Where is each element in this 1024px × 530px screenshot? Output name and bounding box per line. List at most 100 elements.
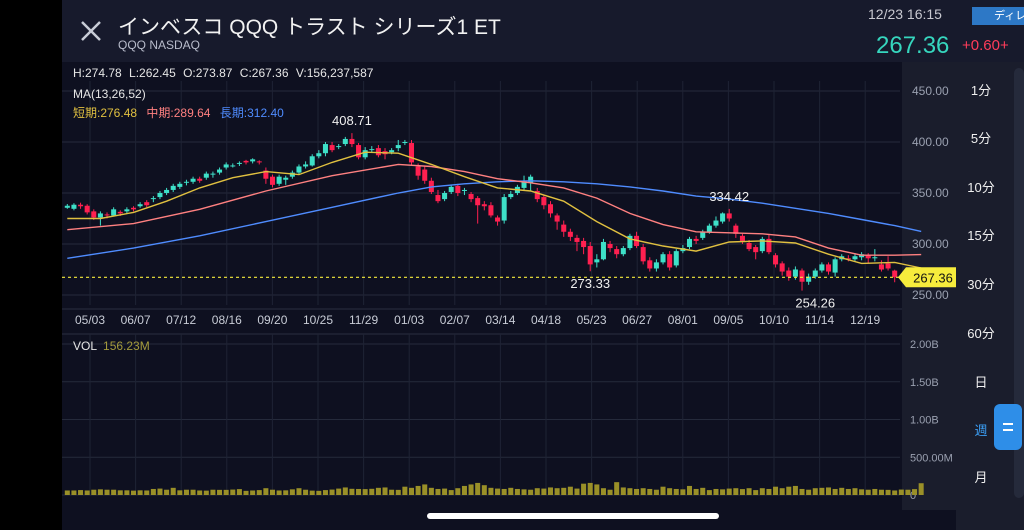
volume-bar [356, 488, 362, 495]
volume-bar [898, 489, 904, 495]
volume-bar [369, 488, 375, 495]
volume-tick-label: 1.00B [910, 415, 939, 427]
volume-bar [84, 490, 90, 495]
volume-bar [91, 489, 97, 495]
timestamp: 12/23 16:15 [868, 6, 942, 22]
date-tick-label: 12/19 [850, 313, 880, 327]
candle-body [296, 166, 302, 173]
candle-body [276, 176, 282, 184]
candle-body [303, 164, 309, 167]
volume-bar [329, 489, 335, 495]
price-tick-label: 300.00 [912, 237, 949, 251]
candle-body [183, 181, 189, 183]
interval-weekly[interactable]: 週 [974, 423, 988, 438]
volume-bar [819, 487, 825, 495]
volume-bar [700, 487, 706, 495]
volume-bar [806, 489, 812, 495]
interval-10min[interactable]: 10分 [967, 180, 995, 195]
candle-body [773, 255, 779, 265]
interval-60min[interactable]: 60分 [967, 326, 995, 341]
volume-bar [865, 489, 871, 495]
candle-body [329, 145, 335, 151]
candle-body [356, 145, 362, 158]
volume-bar [640, 488, 646, 495]
interval-30min[interactable]: 30分 [967, 277, 995, 292]
candle-body [686, 238, 693, 248]
date-tick-label: 10/10 [759, 313, 789, 327]
volume-bar [263, 488, 269, 495]
volume-bar [375, 487, 381, 495]
candle-body [495, 217, 501, 222]
volume-bar [256, 490, 262, 495]
candle-body [534, 190, 540, 200]
candle-body [885, 263, 891, 269]
scroll-handle-icon[interactable] [994, 404, 1022, 450]
interval-1min[interactable]: 1分 [970, 83, 992, 98]
volume-bar [892, 490, 898, 495]
volume-bar [825, 487, 832, 495]
price-annotation: 408.71 [332, 113, 372, 128]
interval-daily[interactable]: 日 [974, 375, 988, 390]
candle-body [256, 161, 262, 163]
security-subtitle: QQQ NASDAQ [118, 38, 201, 52]
volume-bar [673, 488, 679, 495]
home-indicator[interactable] [427, 513, 719, 519]
candle-body [501, 197, 507, 221]
candle-body [283, 177, 289, 180]
candle-body [349, 138, 355, 145]
volume-bar [183, 489, 189, 495]
volume-bar [660, 486, 666, 495]
candle-body [779, 263, 785, 272]
volume-label: VOL 156.23M [73, 339, 150, 353]
candle-body [210, 173, 216, 175]
volume-bar [508, 487, 514, 495]
candle-body [554, 215, 560, 222]
volume-bar [779, 488, 785, 495]
app-window: インベスコ QQQ トラスト シリーズ1 ET QQQ NASDAQ 12/23… [62, 0, 1024, 530]
volume-bar [620, 487, 626, 495]
volume-bar [726, 488, 732, 495]
candle-body [528, 176, 534, 183]
volume-tick-label: 1.50B [910, 377, 939, 389]
volume-bar [547, 487, 554, 495]
candle-body [594, 259, 600, 263]
interval-scrollbar[interactable] [1014, 68, 1024, 498]
candle-body [653, 262, 659, 269]
interval-monthly[interactable]: 月 [974, 470, 988, 485]
interval-5min[interactable]: 5分 [970, 131, 992, 146]
volume-bar [905, 489, 911, 495]
volume-bar [600, 488, 606, 495]
price-chart[interactable]: 450.00 400.00 350.00 300.00 250.00 2.00B 1.50B… [62, 62, 1024, 510]
volume-bar [773, 486, 779, 495]
volume-bar [759, 488, 765, 495]
display-tab[interactable]: ディレ [972, 7, 1024, 25]
candle-body [660, 254, 666, 263]
candle-body [733, 225, 739, 234]
volume-bar [766, 488, 772, 495]
volume-bar [190, 489, 196, 495]
candle-body [415, 166, 421, 176]
interval-15min[interactable]: 15分 [967, 228, 995, 243]
volume-bar [276, 490, 282, 495]
volume-bar [587, 482, 593, 495]
candle-body [190, 178, 196, 182]
security-title: インベスコ QQQ トラスト シリーズ1 ET [118, 16, 501, 39]
candle-body [581, 240, 587, 248]
candle-body [144, 202, 150, 206]
candle-body [753, 247, 759, 253]
candle-body [627, 235, 633, 249]
candle-body [243, 160, 249, 163]
candle-body [872, 257, 878, 259]
volume-bar [567, 486, 573, 495]
volume-bar [236, 489, 242, 495]
volume-bar [349, 488, 355, 495]
volume-bar [852, 488, 858, 495]
price-annotation: 254.26 [795, 296, 835, 311]
volume-bar [283, 490, 289, 495]
volume-bar [422, 484, 428, 495]
candle-body [269, 176, 276, 185]
ma-label: MA(13,26,52) [73, 87, 146, 101]
close-icon[interactable] [78, 18, 104, 44]
volume-bar [203, 490, 209, 495]
candle-body [137, 204, 143, 207]
